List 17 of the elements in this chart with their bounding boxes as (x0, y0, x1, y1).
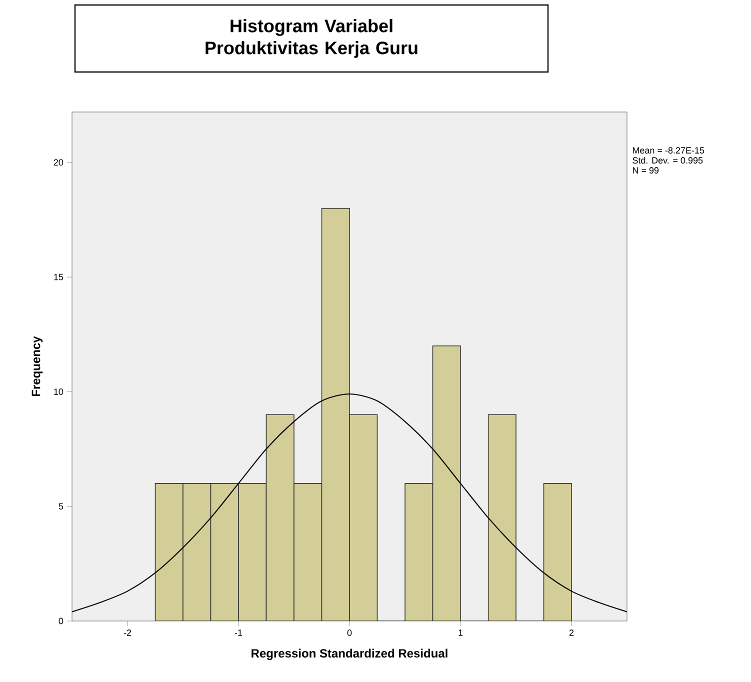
y-tick-label: 5 (58, 503, 64, 510)
x-tick-label: -2 (124, 630, 132, 636)
line-series (72, 393, 627, 612)
x-tick-label: -1 (234, 630, 242, 636)
chart-title: Histogram Variabel Produktivitas Kerja Guru (206, 19, 418, 58)
y-tick-label: 0 (58, 618, 64, 624)
text: N = 99 (632, 167, 659, 174)
y-axis-title: Frequency (32, 336, 43, 396)
x-tick-label: 0 (347, 630, 352, 636)
y-tick-label: 15 (54, 274, 64, 280)
x-tick-label: 1 (458, 630, 463, 636)
x-tick-label: 2 (569, 630, 574, 636)
x-axis-title: Regression Standardized Residual (252, 648, 448, 660)
text: Std. Dev. = 0.995 (632, 156, 703, 164)
y-tick-label: 10 (54, 388, 64, 395)
text: Mean = -8.27E-15 (632, 147, 704, 154)
y-tick-label: 20 (54, 159, 64, 166)
